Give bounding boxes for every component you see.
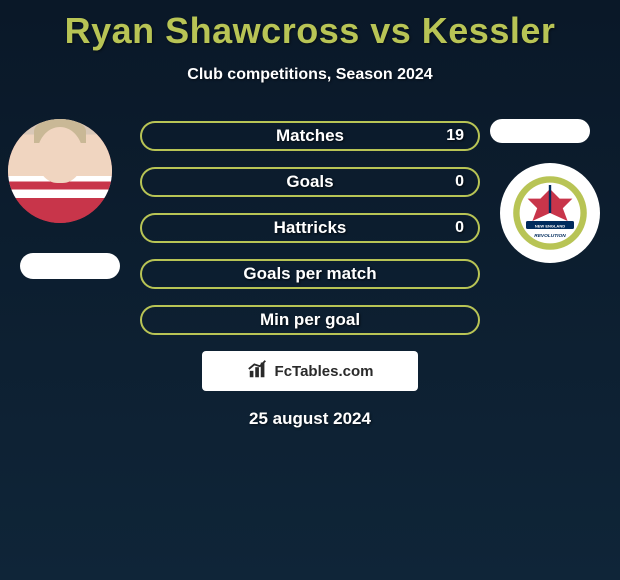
date-text: 25 august 2024: [0, 409, 620, 429]
brand-box: FcTables.com: [202, 351, 418, 391]
stat-row: Goals 0: [140, 167, 480, 197]
stat-row: Hattricks 0: [140, 213, 480, 243]
stat-label: Goals: [286, 172, 333, 192]
comparison-container: NEW ENGLAND REVOLUTION Matches 19 Goals …: [0, 119, 620, 429]
stat-row: Min per goal: [140, 305, 480, 335]
brand-text: FcTables.com: [275, 363, 374, 380]
svg-text:NEW ENGLAND: NEW ENGLAND: [535, 223, 565, 228]
chart-icon: [247, 358, 269, 385]
page-title: Ryan Shawcross vs Kessler: [0, 0, 620, 52]
stat-value-right: 19: [446, 127, 464, 145]
stat-label: Matches: [276, 126, 344, 146]
stat-value-right: 0: [455, 173, 464, 191]
player-right-avatar: NEW ENGLAND REVOLUTION: [500, 163, 600, 263]
player-right-flag: [490, 119, 590, 143]
stat-label: Hattricks: [274, 218, 347, 238]
stat-row: Matches 19: [140, 121, 480, 151]
stats-list: Matches 19 Goals 0 Hattricks 0 Goals per…: [140, 119, 480, 335]
page-subtitle: Club competitions, Season 2024: [0, 66, 620, 84]
stat-label: Goals per match: [243, 264, 376, 284]
stat-value-right: 0: [455, 219, 464, 237]
player-left-avatar: [8, 119, 112, 223]
stat-label: Min per goal: [260, 310, 360, 330]
svg-text:REVOLUTION: REVOLUTION: [534, 233, 566, 239]
player-left-flag: [20, 253, 120, 279]
stat-row: Goals per match: [140, 259, 480, 289]
club-logo-icon: NEW ENGLAND REVOLUTION: [510, 173, 590, 253]
